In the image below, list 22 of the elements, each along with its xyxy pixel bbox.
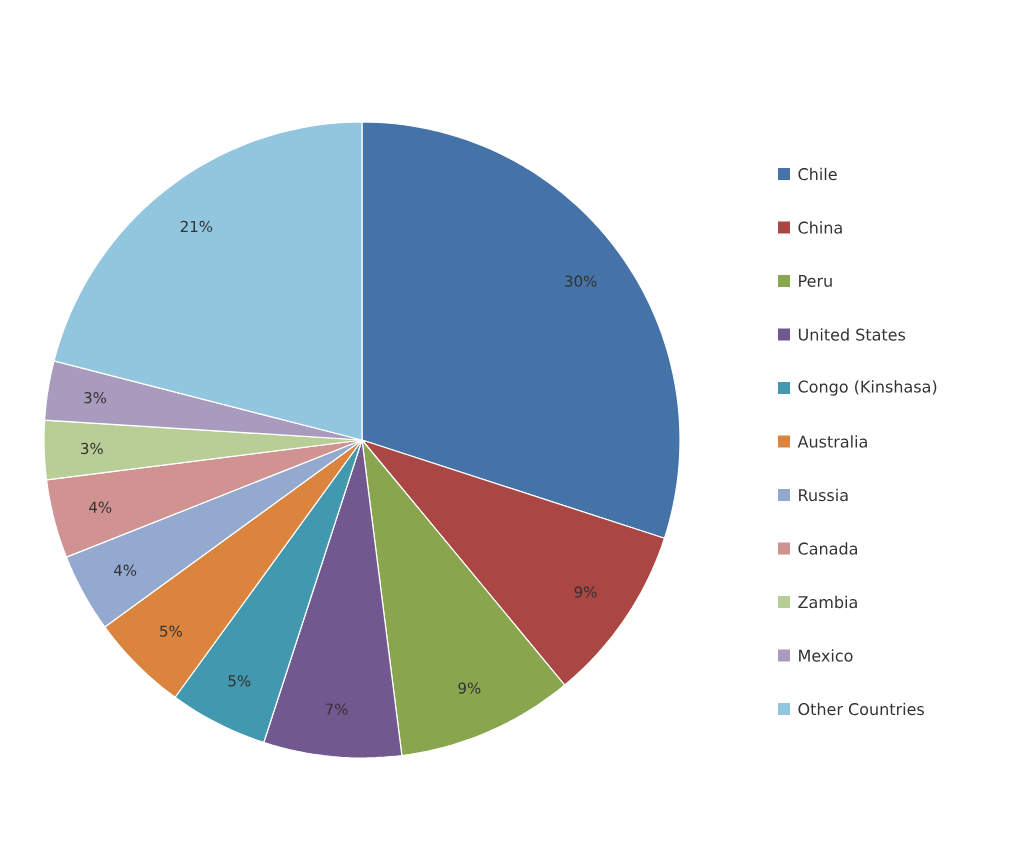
legend-label: United States [798,328,906,341]
legend-label: Congo (Kinshasa) [798,380,937,396]
data-label: 5% [160,625,182,637]
legend-label: Australia [797,435,867,448]
data-label: 4% [113,564,137,576]
legend-label: Russia [799,488,848,502]
legend-label: China [798,221,842,234]
legend-label: Chile [798,167,837,181]
data-label: 7% [325,703,348,715]
legend-label: Other Countries [798,702,924,716]
data-label: 30% [565,275,597,287]
data-label: 9% [458,682,481,694]
legend-label: Mexico [799,649,853,662]
legend-label: Zambia [798,595,857,609]
data-label: 4% [89,501,112,513]
data-label: 21% [180,220,213,233]
data-label: 3% [81,442,103,455]
data-label: 9% [574,586,597,598]
legend-label: Peru [799,275,832,287]
data-label: 3% [84,392,107,404]
legend-label: Canada [798,542,857,555]
data-label: 5% [228,675,251,687]
